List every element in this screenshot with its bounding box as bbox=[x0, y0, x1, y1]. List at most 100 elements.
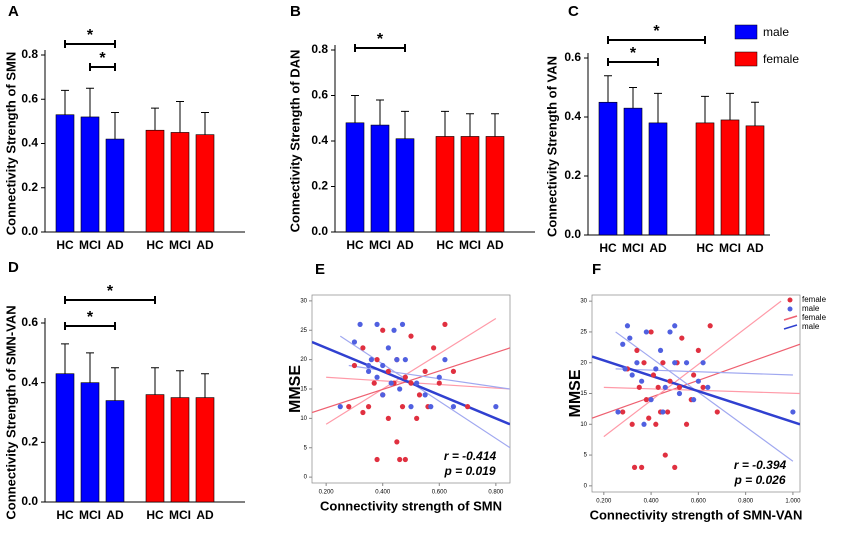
y-tick-label: 0.4 bbox=[311, 133, 328, 147]
legend-marker bbox=[787, 297, 793, 303]
bar bbox=[80, 116, 100, 233]
x-tick-label: 0.400 bbox=[375, 490, 391, 496]
point bbox=[700, 384, 706, 390]
point bbox=[391, 327, 397, 333]
point bbox=[360, 409, 366, 416]
x-tick-label: AD bbox=[649, 241, 667, 255]
point bbox=[408, 333, 414, 339]
significance-label: * bbox=[653, 23, 660, 40]
point bbox=[662, 384, 668, 390]
point bbox=[493, 404, 499, 410]
point bbox=[627, 335, 633, 341]
x-tick-label: 0.200 bbox=[596, 499, 612, 505]
bar bbox=[745, 125, 765, 236]
point bbox=[374, 321, 380, 327]
point bbox=[641, 360, 647, 366]
point bbox=[346, 404, 352, 410]
point bbox=[422, 392, 428, 398]
error-bar bbox=[604, 75, 612, 103]
point bbox=[368, 357, 374, 363]
x-tick-label: HC bbox=[56, 238, 74, 252]
error-bar bbox=[86, 87, 94, 117]
error-bar bbox=[61, 343, 69, 374]
point bbox=[422, 368, 428, 374]
error-bar bbox=[151, 107, 159, 131]
x-tick-label: AD bbox=[196, 508, 214, 522]
point bbox=[436, 374, 442, 380]
bar bbox=[720, 119, 740, 236]
bar bbox=[695, 122, 715, 236]
point bbox=[351, 339, 358, 345]
y-axis-label: Connectivity Strength of DAN bbox=[287, 50, 302, 233]
error-bar bbox=[151, 367, 159, 395]
point bbox=[624, 323, 631, 329]
y-tick-label: 5 bbox=[584, 453, 588, 459]
error-bar bbox=[629, 87, 637, 109]
point bbox=[360, 345, 366, 351]
error-bar bbox=[61, 89, 69, 115]
bar bbox=[460, 136, 480, 233]
y-tick-label: 0.0 bbox=[564, 227, 581, 241]
point bbox=[402, 357, 408, 363]
x-axis-label: Connectivity strength of SMN bbox=[320, 498, 502, 513]
point bbox=[408, 380, 414, 386]
legend-label: male bbox=[763, 25, 789, 39]
point bbox=[374, 374, 380, 380]
panel-label: B bbox=[290, 3, 301, 20]
y-tick-label: 0.6 bbox=[21, 91, 38, 105]
fit-line bbox=[603, 386, 800, 395]
point bbox=[380, 362, 386, 369]
point bbox=[691, 397, 697, 403]
fit-line bbox=[603, 300, 782, 438]
error-bar bbox=[86, 352, 94, 383]
point bbox=[416, 392, 423, 398]
significance-label: * bbox=[377, 31, 384, 48]
x-axis-label: Connectivity strength of SMN-VAN bbox=[590, 507, 803, 522]
y-tick-label: 0.0 bbox=[21, 224, 38, 238]
x-tick-label: MCI bbox=[719, 241, 741, 255]
point bbox=[639, 464, 645, 470]
point bbox=[705, 384, 711, 390]
x-tick-label: MCI bbox=[79, 238, 101, 252]
error-bar bbox=[201, 373, 209, 398]
fit-line bbox=[312, 347, 510, 414]
y-tick-label: 20 bbox=[580, 360, 587, 366]
panel-label: A bbox=[8, 3, 19, 20]
point bbox=[620, 409, 626, 415]
point bbox=[436, 380, 442, 386]
point bbox=[380, 327, 386, 333]
y-tick-label: 0.2 bbox=[21, 180, 38, 194]
significance-label: * bbox=[99, 50, 106, 67]
x-tick-label: 0.600 bbox=[432, 490, 448, 496]
point bbox=[672, 464, 678, 470]
point bbox=[653, 421, 659, 427]
point bbox=[385, 345, 391, 351]
point bbox=[402, 456, 408, 463]
y-tick-label: 0.6 bbox=[311, 88, 328, 102]
point bbox=[655, 384, 661, 390]
fit-line bbox=[348, 364, 510, 390]
stat-annotation: p = 0.019 bbox=[443, 464, 495, 478]
bar bbox=[435, 136, 455, 233]
significance-bracket bbox=[64, 40, 116, 48]
error-bar bbox=[441, 110, 449, 137]
legend-label: female bbox=[763, 52, 799, 66]
point bbox=[351, 362, 358, 369]
y-axis-label: MMSE bbox=[567, 369, 584, 417]
point bbox=[660, 409, 666, 415]
point bbox=[650, 372, 657, 378]
point bbox=[402, 374, 408, 380]
point bbox=[394, 357, 400, 363]
point bbox=[620, 341, 626, 347]
point bbox=[634, 360, 640, 366]
legend-label: female bbox=[802, 295, 827, 304]
x-tick-label: HC bbox=[56, 508, 74, 522]
legend-swatch bbox=[734, 24, 758, 40]
point bbox=[385, 368, 391, 374]
significance-label: * bbox=[107, 283, 114, 300]
x-tick-label: MCI bbox=[169, 508, 191, 522]
point bbox=[388, 380, 394, 386]
x-tick-label: HC bbox=[436, 238, 454, 252]
x-tick-label: MCI bbox=[79, 508, 101, 522]
point bbox=[639, 378, 645, 384]
